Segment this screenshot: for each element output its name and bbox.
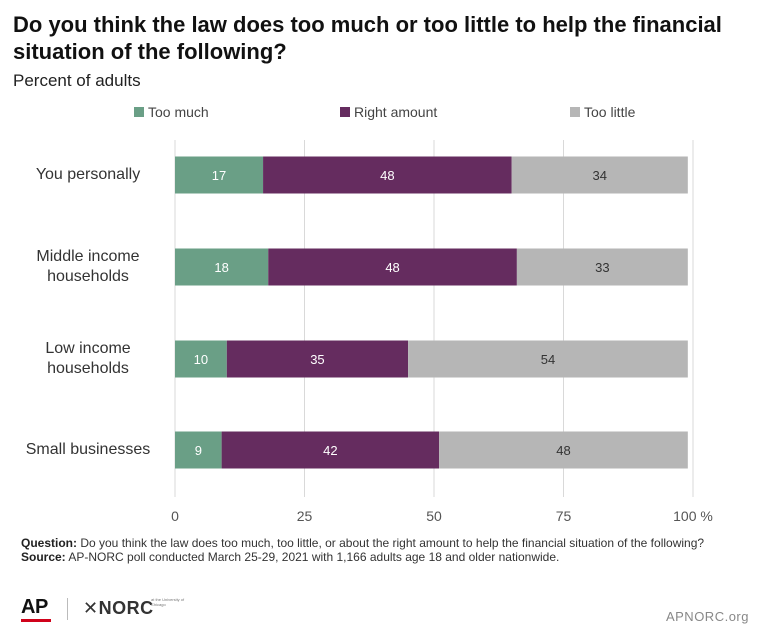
ap-logo: AP [21, 596, 48, 618]
bar-small-businesses-too-little [439, 431, 688, 469]
x-tick-label-0: 0 [171, 508, 179, 524]
category-label-you-personally: You personally [8, 165, 168, 185]
x-tick-label-100: 100 % [673, 508, 713, 524]
x-tick-label-75: 75 [556, 508, 572, 524]
logo-divider [67, 598, 68, 620]
data-label-low-income-households-right-amount: 35 [310, 352, 324, 367]
ap-logo-underline [21, 619, 51, 622]
data-label-middle-income-households-too-little: 33 [595, 260, 609, 275]
source-note: Source: AP-NORC poll conducted March 25-… [21, 550, 751, 564]
question-text: Do you think the law does too much, too … [77, 536, 705, 550]
data-label-low-income-households-too-little: 54 [541, 352, 555, 367]
bar-middle-income-households-too-little [516, 248, 688, 286]
question-note: Question: Do you think the law does too … [21, 536, 751, 550]
legend-item-too-little: Too little [570, 104, 635, 120]
legend-swatch-too-much [134, 107, 144, 117]
bar-middle-income-households-too-much [175, 248, 269, 286]
data-label-low-income-households-too-much: 10 [194, 352, 208, 367]
data-label-small-businesses-too-much: 9 [195, 443, 202, 458]
data-label-middle-income-households-right-amount: 48 [385, 260, 399, 275]
bar-small-businesses-right-amount [221, 431, 440, 469]
data-label-you-personally-right-amount: 48 [380, 168, 394, 183]
data-label-you-personally-too-little: 34 [593, 168, 607, 183]
legend-swatch-too-little [570, 107, 580, 117]
bar-low-income-households-too-little [408, 340, 688, 378]
legend-label-right-amount: Right amount [354, 104, 438, 120]
category-label-middle-income-households: Middle income households [8, 247, 168, 287]
stacked-bar-chart: 0 25 50 75 100 % 17 48 34 18 48 33 10 35 54 9 42 48 [171, 140, 713, 524]
data-label-small-businesses-right-amount: 42 [323, 443, 337, 458]
source-label: Source: [21, 550, 66, 564]
category-label-line: You personally [35, 166, 141, 183]
legend-swatch-right-amount [340, 107, 350, 117]
data-label-middle-income-households-too-much: 18 [214, 260, 228, 275]
category-label-line: Small businesses [25, 441, 151, 458]
data-label-you-personally-too-much: 17 [212, 168, 226, 183]
legend-label-too-little: Too little [584, 104, 636, 120]
x-tick-label-25: 25 [297, 508, 313, 524]
site-url: APNORC.org [665, 609, 749, 624]
bar-middle-income-households-right-amount [268, 248, 517, 286]
category-label-line: households [47, 268, 129, 285]
category-label-small-businesses: Small businesses [8, 440, 168, 460]
bar-low-income-households-right-amount [226, 340, 409, 378]
legend-item-right-amount: Right amount [340, 104, 437, 120]
legend-item-too-much: Too much [134, 104, 209, 120]
question-label: Question: [21, 536, 77, 550]
chart-subtitle: Percent of adults [13, 71, 141, 90]
norc-logo: ✕NORC [83, 598, 154, 618]
chart-footer: Question: Do you think the law does too … [21, 536, 751, 564]
legend-label-too-much: Too much [148, 104, 209, 120]
source-text: AP-NORC poll conducted March 25-29, 2021… [65, 550, 560, 564]
x-tick-label-50: 50 [426, 508, 442, 524]
category-label-line: Low income [45, 340, 131, 357]
category-label-line: households [47, 360, 129, 377]
norc-logo-subtitle: at the University of Chicago [151, 597, 185, 607]
bar-you-personally-too-little [511, 156, 688, 194]
bar-low-income-households-too-much [175, 340, 227, 378]
bar-you-personally-right-amount [263, 156, 512, 194]
chart-title: Do you think the law does too much or to… [13, 12, 722, 64]
bar-you-personally-too-much [175, 156, 264, 194]
category-label-line: Middle income [36, 248, 140, 265]
legend: Too much Right amount Too little [0, 104, 768, 122]
data-label-small-businesses-too-little: 48 [556, 443, 570, 458]
bar-small-businesses-too-much [175, 431, 222, 469]
category-label-low-income-households: Low income households [8, 339, 168, 379]
